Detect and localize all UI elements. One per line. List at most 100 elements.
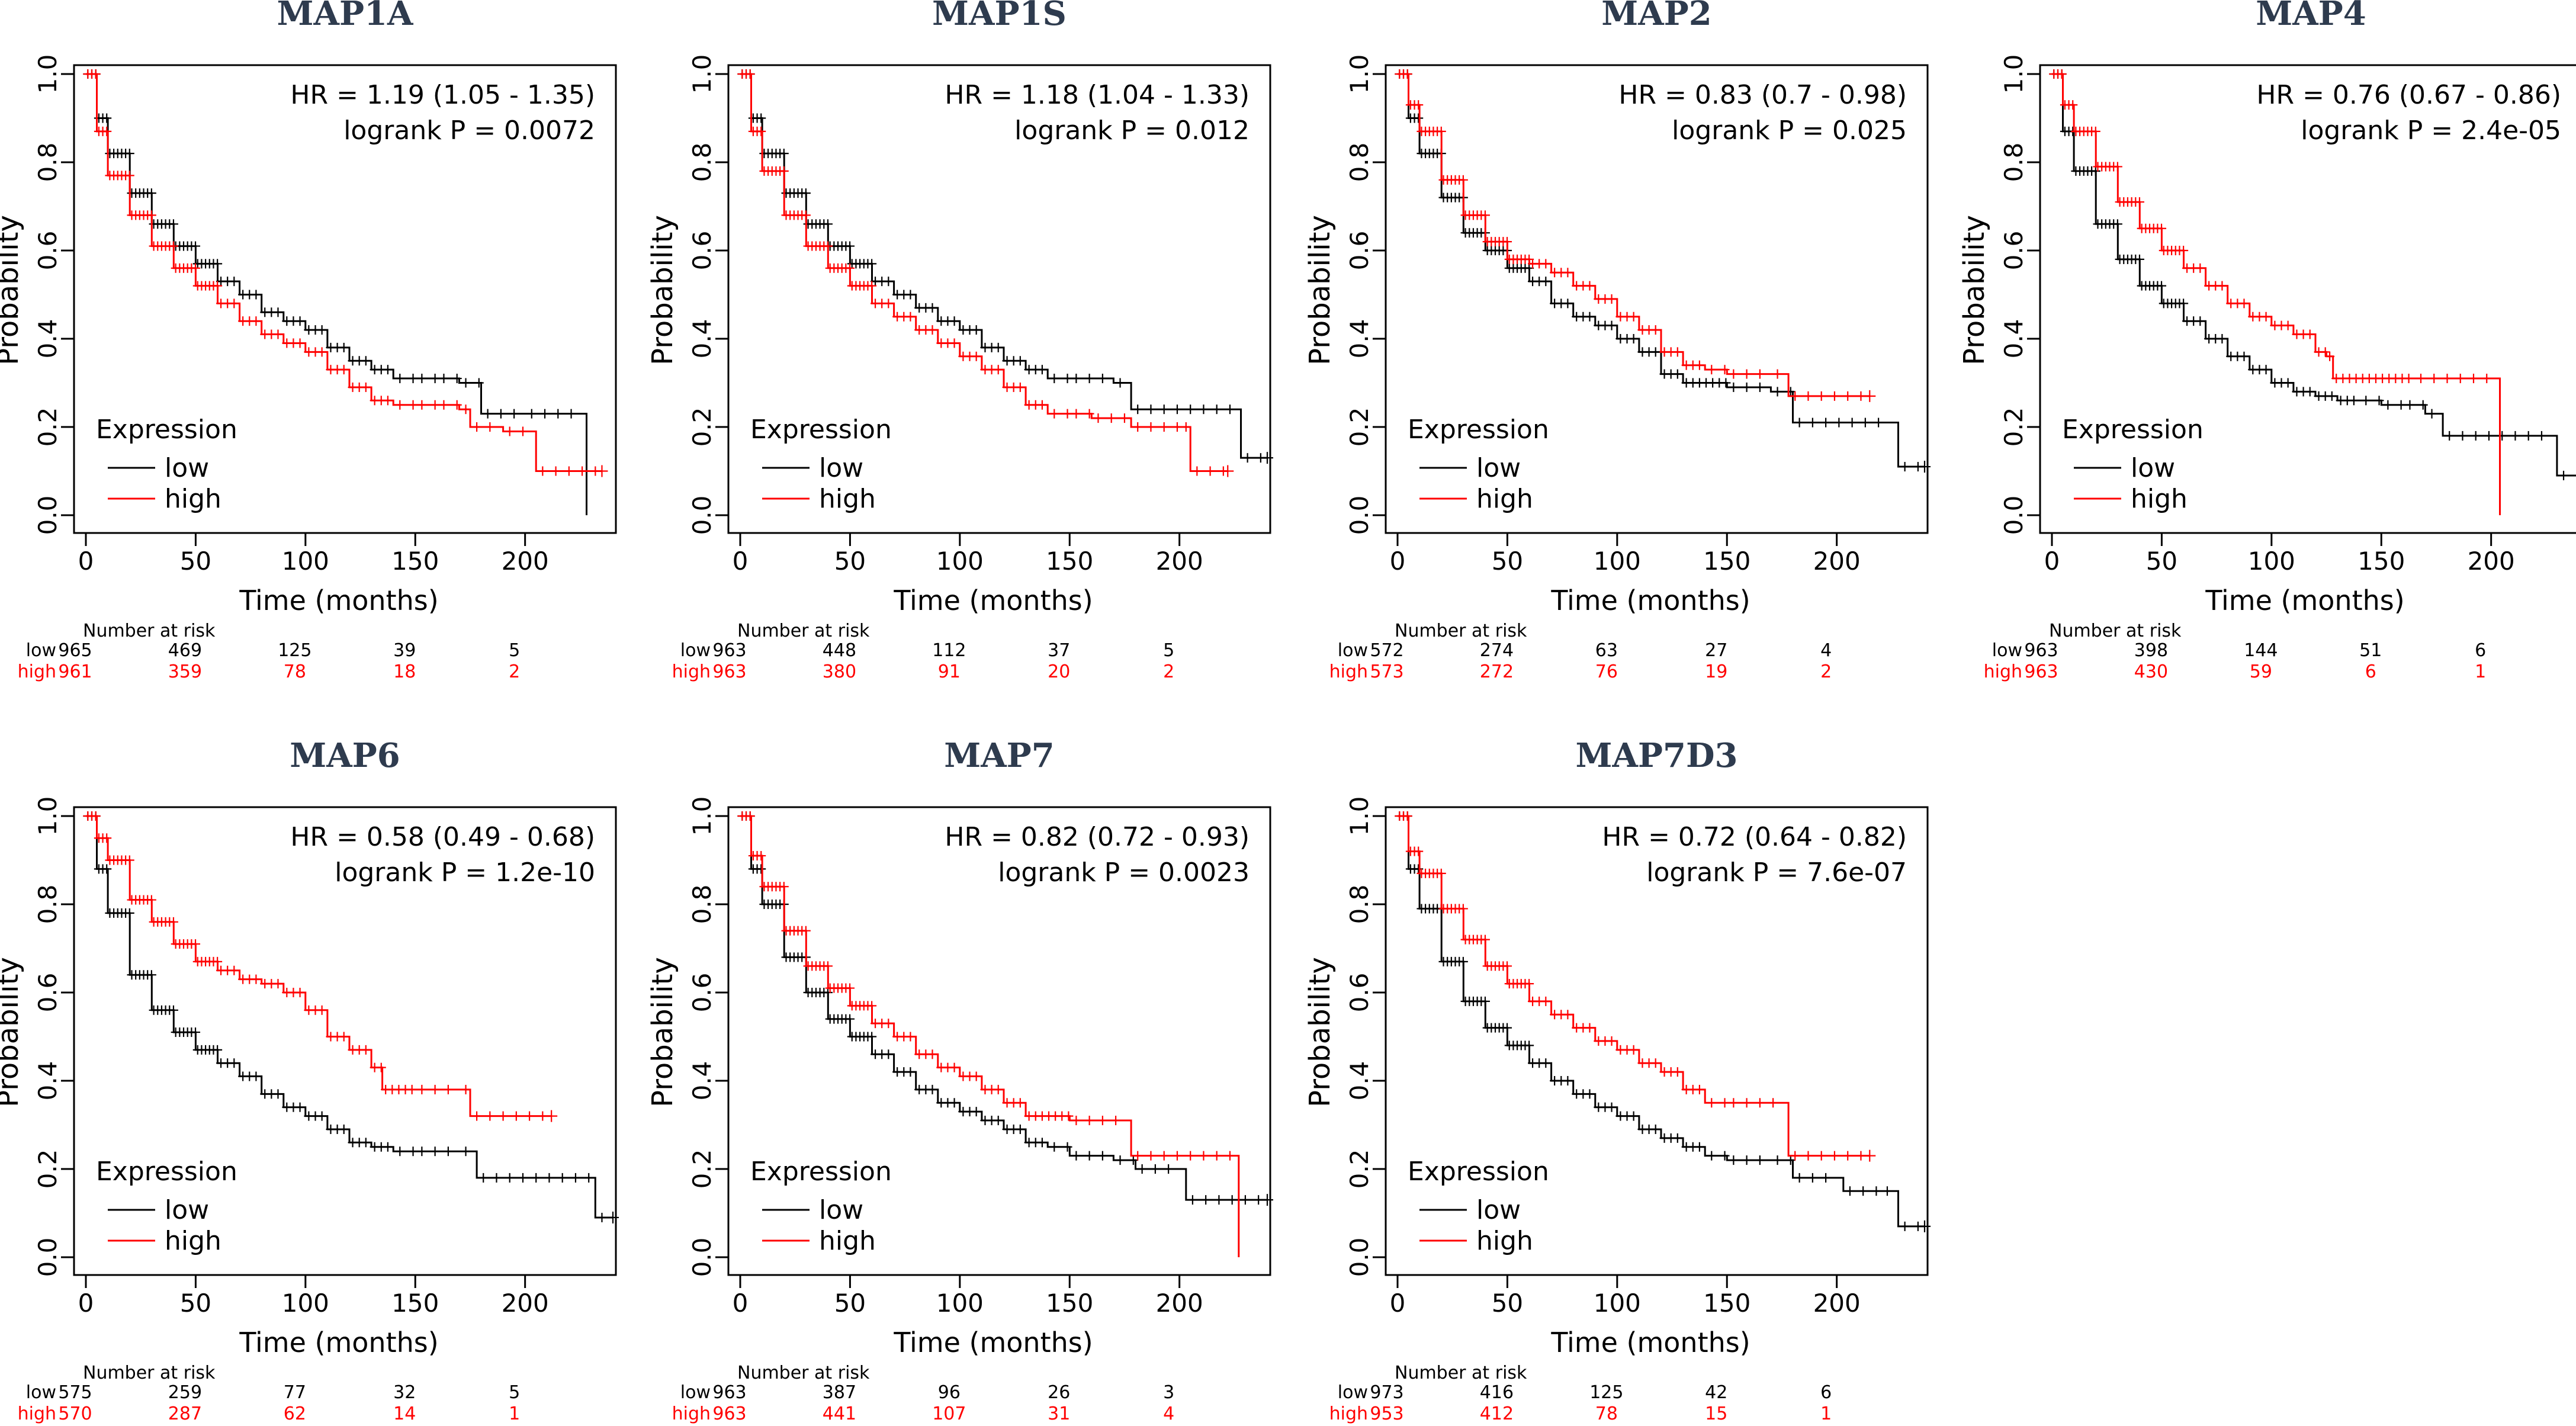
x-tick-label: 200 bbox=[502, 1289, 549, 1318]
y-tick-label: 0.8 bbox=[688, 143, 717, 182]
y-tick-label: 0.8 bbox=[688, 885, 717, 924]
risk-count-high: 963 bbox=[712, 1403, 746, 1424]
risk-row-label-high: high bbox=[1329, 1403, 1368, 1424]
legend-label-high: high bbox=[1476, 1226, 1533, 1256]
y-tick-label: 0.4 bbox=[688, 319, 717, 359]
risk-table-title: Number at risk bbox=[1395, 621, 1527, 641]
censor-marks-high bbox=[83, 69, 608, 477]
panel-title: MAP4 bbox=[2256, 0, 2366, 33]
legend-label-low: low bbox=[1476, 1195, 1521, 1225]
y-tick-label: 0.0 bbox=[1345, 1238, 1374, 1277]
hazard-ratio-text: HR = 0.82 (0.72 - 0.93) bbox=[945, 822, 1250, 852]
legend-title: Expression bbox=[2062, 415, 2204, 445]
risk-count-high: 272 bbox=[1480, 661, 1514, 682]
risk-count-high: 359 bbox=[168, 661, 202, 682]
y-tick-label: 0.4 bbox=[688, 1061, 717, 1101]
km-curve-high bbox=[86, 815, 552, 1117]
x-tick-label: 50 bbox=[2146, 547, 2177, 576]
risk-count-low: 125 bbox=[1589, 1382, 1623, 1403]
hazard-ratio-text: HR = 0.76 (0.67 - 0.86) bbox=[2256, 80, 2561, 110]
y-tick-label: 0.0 bbox=[33, 1238, 62, 1277]
risk-count-high: 2 bbox=[1163, 661, 1174, 682]
plot-frame bbox=[1385, 806, 1929, 1276]
risk-count-high: 412 bbox=[1480, 1403, 1514, 1424]
risk-row-label-low: low bbox=[1338, 640, 1368, 661]
risk-count-low: 4 bbox=[1820, 640, 1832, 661]
risk-count-low: 398 bbox=[2134, 640, 2168, 661]
risk-count-high: 380 bbox=[823, 661, 856, 682]
km-panel-map7d3: MAP7D3 0.0 0.2 0.4 0.6 0.8 1.0 Probability 0 50 10… bbox=[1303, 736, 1931, 1424]
x-tick-label: 150 bbox=[1046, 547, 1093, 576]
risk-count-high: 430 bbox=[2134, 661, 2168, 682]
risk-count-high: 1 bbox=[509, 1403, 520, 1424]
legend-label-high: high bbox=[1476, 484, 1533, 514]
risk-count-low: 274 bbox=[1480, 640, 1514, 661]
legend-title: Expression bbox=[750, 1157, 892, 1187]
risk-row-label-high: high bbox=[672, 661, 711, 682]
x-axis-label: Time (months) bbox=[893, 584, 1093, 616]
risk-count-low: 6 bbox=[1820, 1382, 1832, 1403]
risk-count-low: 96 bbox=[938, 1382, 961, 1403]
x-tick-label: 50 bbox=[180, 547, 211, 576]
censor-marks-low bbox=[1395, 811, 1931, 1232]
risk-count-low: 5 bbox=[509, 1382, 520, 1403]
y-tick-label: 0.0 bbox=[688, 1238, 717, 1277]
y-axis-label: Probability bbox=[646, 215, 679, 365]
y-tick-label: 0.0 bbox=[1345, 496, 1374, 535]
logrank-p-text: logrank P = 0.025 bbox=[1672, 115, 1907, 146]
x-axis-label: Time (months) bbox=[1550, 1327, 1750, 1358]
x-tick-label: 200 bbox=[1813, 547, 1861, 576]
risk-count-high: 1 bbox=[1820, 1403, 1832, 1424]
x-axis-label: Time (months) bbox=[1550, 584, 1750, 616]
risk-row-label-low: low bbox=[26, 640, 56, 661]
plot-frame bbox=[2039, 64, 2576, 534]
risk-count-high: 62 bbox=[284, 1403, 306, 1424]
hazard-ratio-text: HR = 0.72 (0.64 - 0.82) bbox=[1602, 822, 1907, 852]
x-tick-label: 100 bbox=[1594, 547, 1641, 576]
x-tick-label: 150 bbox=[1703, 547, 1750, 576]
y-tick-label: 1.0 bbox=[1345, 796, 1374, 836]
risk-count-high: 2 bbox=[509, 661, 520, 682]
risk-row-label-high: high bbox=[672, 1403, 711, 1424]
legend-label-high: high bbox=[165, 1226, 221, 1256]
risk-count-low: 963 bbox=[2024, 640, 2058, 661]
risk-count-low: 112 bbox=[932, 640, 966, 661]
y-tick-label: 0.4 bbox=[1345, 1061, 1374, 1101]
risk-row-label-low: low bbox=[680, 1382, 711, 1403]
x-tick-label: 50 bbox=[834, 1289, 866, 1318]
x-tick-label: 0 bbox=[1390, 1289, 1406, 1318]
censor-marks-high bbox=[2049, 69, 2492, 384]
y-tick-label: 0.2 bbox=[688, 1149, 717, 1189]
risk-count-low: 42 bbox=[1705, 1382, 1727, 1403]
y-tick-label: 0.0 bbox=[1999, 496, 2028, 535]
risk-count-low: 6 bbox=[2475, 640, 2486, 661]
risk-count-high: 961 bbox=[58, 661, 92, 682]
plot-frame bbox=[73, 806, 617, 1276]
risk-count-high: 14 bbox=[393, 1403, 416, 1424]
y-tick-label: 0.2 bbox=[688, 407, 717, 447]
legend-title: Expression bbox=[96, 1157, 237, 1187]
risk-count-high: 76 bbox=[1595, 661, 1618, 682]
risk-count-high: 287 bbox=[168, 1403, 202, 1424]
risk-count-high: 31 bbox=[1048, 1403, 1070, 1424]
y-axis-label: Probability bbox=[1303, 215, 1337, 365]
y-tick-label: 0.4 bbox=[1999, 319, 2028, 359]
y-axis-label: Probability bbox=[0, 215, 25, 365]
legend-label-high: high bbox=[819, 1226, 876, 1256]
logrank-p-text: logrank P = 0.0023 bbox=[998, 857, 1250, 888]
risk-row-label-high: high bbox=[18, 661, 56, 682]
risk-table-title: Number at risk bbox=[83, 1363, 216, 1383]
risk-count-high: 963 bbox=[712, 661, 746, 682]
risk-count-high: 91 bbox=[938, 661, 961, 682]
y-tick-label: 0.8 bbox=[1999, 143, 2028, 182]
plot-frame bbox=[727, 64, 1271, 534]
panel-title: MAP7D3 bbox=[1575, 736, 1737, 775]
y-tick-label: 0.2 bbox=[1345, 407, 1374, 447]
risk-count-high: 441 bbox=[823, 1403, 856, 1424]
y-tick-label: 1.0 bbox=[688, 796, 717, 836]
y-tick-label: 0.6 bbox=[33, 973, 62, 1013]
km-panel-map2: MAP2 0.0 0.2 0.4 0.6 0.8 1.0 Probability 0 50 100 1… bbox=[1303, 0, 1931, 682]
x-tick-label: 150 bbox=[391, 547, 439, 576]
y-tick-label: 0.6 bbox=[1345, 231, 1374, 271]
